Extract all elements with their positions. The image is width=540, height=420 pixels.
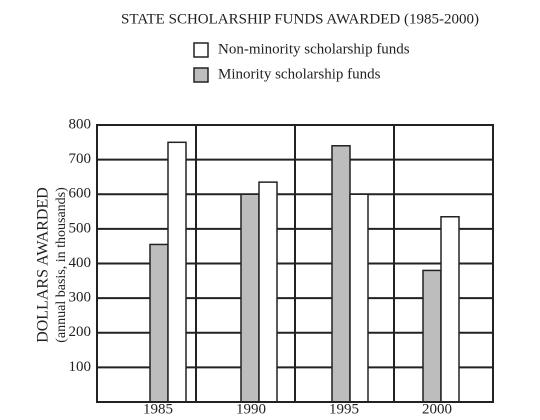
y-tick-label: 100 <box>69 359 92 375</box>
x-tick-label: 2000 <box>422 401 452 417</box>
x-tick-label: 1985 <box>143 401 173 417</box>
chart-title: STATE SCHOLARSHIP FUNDS AWARDED (1985-20… <box>121 11 479 27</box>
bar <box>149 243 169 403</box>
y-tick-label: 800 <box>69 116 92 132</box>
y-axis-sublabel: (annual basis, in thousands) <box>54 187 69 343</box>
bar <box>240 193 260 403</box>
bar <box>331 145 351 403</box>
bar <box>349 193 369 403</box>
bar <box>422 269 442 403</box>
legend-swatch <box>193 42 209 58</box>
y-axis-label: DOLLARS AWARDED <box>35 187 52 343</box>
y-tick-label: 200 <box>69 324 92 340</box>
y-tick-label: 500 <box>69 220 92 236</box>
legend-label: Non-minority scholarship funds <box>218 41 410 57</box>
legend-label: Minority scholarship funds <box>218 66 381 82</box>
y-tick-label: 300 <box>69 290 92 306</box>
legend-swatch <box>193 67 209 83</box>
bar <box>167 141 187 403</box>
y-tick-label: 600 <box>69 186 92 202</box>
x-tick-label: 1995 <box>329 401 359 417</box>
plot-frame <box>96 124 494 403</box>
bar <box>440 216 460 403</box>
y-tick-label: 700 <box>69 151 92 167</box>
x-tick-label: 1990 <box>236 401 266 417</box>
bar <box>258 181 278 403</box>
y-tick-label: 400 <box>69 255 92 271</box>
